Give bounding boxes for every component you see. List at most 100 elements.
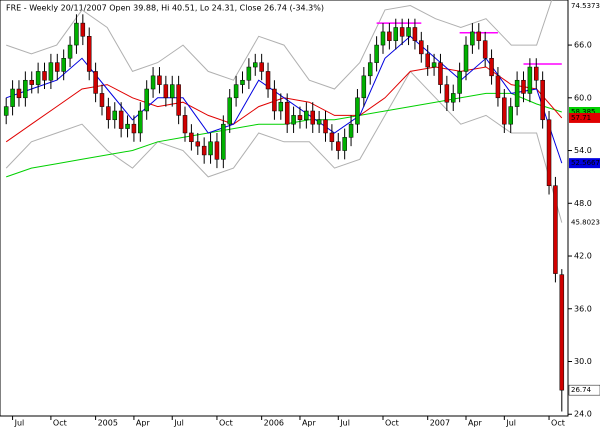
y-tick-label: 54.0 — [574, 146, 592, 155]
candle-body — [86, 36, 92, 72]
candle-body — [450, 93, 456, 103]
candle-body — [80, 22, 86, 37]
y-tick-label: 30.0 — [574, 357, 592, 366]
candle-body — [10, 88, 15, 107]
candle-body — [201, 145, 207, 156]
x-tick-label: Jul — [339, 419, 350, 428]
candle-body — [67, 44, 73, 59]
x-tick-label: Oct — [551, 419, 565, 428]
candle-body — [169, 84, 175, 99]
x-tick-label: Jul — [14, 419, 25, 428]
candle-body — [157, 75, 162, 85]
candle-body — [431, 62, 437, 68]
candle-body — [367, 62, 373, 77]
candle-body — [265, 71, 271, 90]
candle-body — [144, 88, 149, 112]
x-tick-label: Apr — [302, 419, 317, 428]
candle-body — [61, 58, 66, 72]
x-tick-label: Jul — [173, 419, 184, 428]
candle-body — [74, 22, 79, 46]
value-box-label: 74.5373 — [571, 2, 600, 10]
candle-body — [489, 58, 494, 77]
candle-body — [291, 115, 296, 125]
candle-body — [406, 27, 411, 37]
x-tick-label: Apr — [468, 419, 483, 428]
candle-body — [419, 40, 424, 55]
candle-body — [233, 84, 239, 99]
candle-body — [534, 66, 539, 81]
candle-body — [393, 27, 399, 41]
candle-body — [112, 110, 118, 121]
candle-body — [214, 141, 220, 160]
candle-body — [476, 31, 482, 41]
candle-body — [284, 101, 290, 125]
candle-body — [355, 97, 360, 125]
candle-body — [297, 115, 303, 121]
candle-body — [304, 110, 309, 121]
value-box — [569, 112, 600, 123]
candle-body — [412, 27, 418, 41]
overlay-line — [5, 70, 563, 223]
x-tick-label: 2006 — [264, 419, 284, 428]
candle-body — [3, 106, 9, 116]
candle-body — [457, 71, 462, 94]
candle-body — [399, 27, 405, 37]
close-box — [568, 384, 600, 396]
candle-body — [329, 132, 335, 143]
candle-body — [323, 119, 328, 134]
candle-body — [527, 66, 533, 94]
value-box — [569, 217, 600, 228]
candle-body — [150, 75, 156, 90]
candle-body — [540, 79, 545, 121]
candle-body — [272, 88, 277, 112]
candle-body — [138, 110, 143, 134]
candle-body — [35, 71, 41, 85]
chart-title: FRE - Weekly 20/11/2007 Open 39.88, Hi 4… — [6, 4, 324, 13]
value-box — [569, 158, 600, 169]
candle-body — [316, 119, 322, 125]
y-tick-label: 48.0 — [574, 199, 592, 208]
x-tick-label: Oct — [385, 419, 399, 428]
candle-body — [118, 110, 124, 129]
candle-body — [23, 79, 28, 99]
candle-body — [336, 141, 341, 151]
candle-body — [259, 62, 264, 72]
candle-body — [470, 31, 475, 46]
y-tick-label: 42.0 — [574, 252, 592, 261]
x-tick-label: 2005 — [98, 419, 118, 428]
y-tick-label: 36.0 — [574, 304, 592, 313]
candle-body — [463, 44, 469, 72]
candle-body — [195, 141, 201, 147]
candle-body — [208, 141, 213, 156]
overlay-line — [6, 0, 553, 90]
value-box — [569, 107, 600, 118]
candle-body — [380, 31, 386, 46]
y-tick-label: 60.0 — [574, 93, 592, 102]
y-tick-label: 24.0 — [574, 410, 592, 419]
x-tick-label: Apr — [136, 419, 151, 428]
candle-body — [553, 185, 558, 274]
x-tick-label: 2007 — [430, 419, 450, 428]
x-tick-label: Oct — [219, 419, 233, 428]
candle-body — [29, 79, 34, 85]
candle-body — [189, 132, 194, 143]
value-box-label: 45.8023 — [571, 219, 600, 227]
candle-body — [246, 66, 252, 81]
x-tick-label: Jul — [505, 419, 516, 428]
candle-body — [240, 79, 245, 85]
candle-body — [348, 123, 354, 138]
candle-body — [559, 274, 565, 391]
candle-body — [182, 115, 188, 134]
overlay-line — [6, 35, 563, 164]
candle-body — [310, 110, 315, 125]
value-box-label: 52.5667 — [571, 159, 600, 167]
candle-body — [361, 75, 367, 99]
candle-body — [495, 75, 501, 99]
candle-body — [374, 44, 379, 63]
candle-body — [521, 79, 526, 94]
value-box — [569, 1, 600, 11]
candle-body — [93, 71, 98, 94]
candle-body — [444, 84, 450, 103]
candle-body — [221, 123, 226, 160]
